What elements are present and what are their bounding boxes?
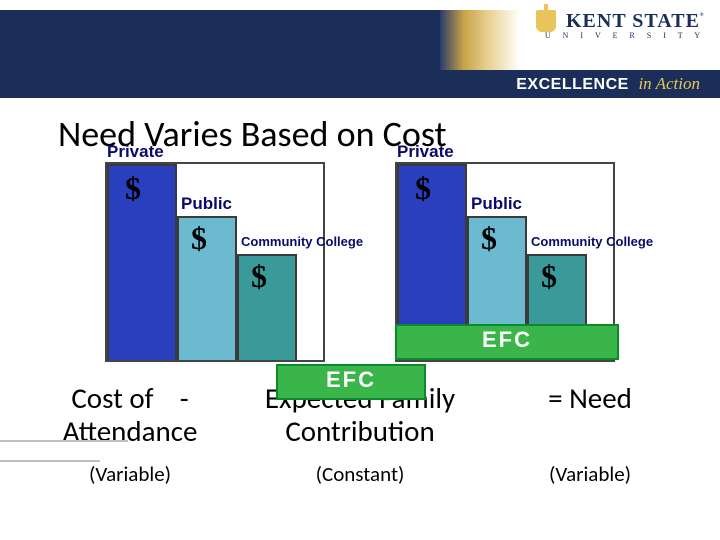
dollar-icon: $ — [191, 220, 207, 257]
side-rule-1 — [0, 440, 128, 442]
bar-label: Private — [397, 142, 454, 162]
dollar-icon: $ — [541, 258, 557, 295]
formula-col-cost: Cost of - Attendance (Variable) — [30, 382, 230, 487]
formula-need-line1: = Need — [490, 382, 690, 415]
bar — [177, 216, 237, 360]
bar — [237, 254, 297, 360]
chart-left-wrap: Private$Public$Community College$ — [105, 162, 325, 362]
tagline-bold: EXCELLENCE — [516, 76, 629, 93]
bar-label: Public — [471, 194, 522, 214]
logo-main-text: KENT STATE — [566, 10, 700, 33]
formula-need-sub: (Variable) — [490, 461, 690, 487]
logo-block: KENT STATE® U N I V E R S I T Y — [536, 10, 705, 40]
formula-efc-sub: (Constant) — [230, 461, 490, 487]
dollar-icon: $ — [251, 258, 267, 295]
efc-box: EFC — [395, 324, 619, 360]
chart-right-wrap: Private$Public$Community College$EFC — [395, 162, 615, 362]
bar-label: Public — [181, 194, 232, 214]
dollar-icon: $ — [415, 170, 431, 207]
chart-left: Private$Public$Community College$ — [105, 162, 325, 362]
formula-cost-sub: (Variable) — [30, 461, 230, 487]
charts-row: Private$Public$Community College$ Privat… — [0, 162, 720, 362]
bar-label: Community College — [241, 234, 363, 249]
formula-cost-line2: Attendance — [30, 415, 230, 448]
bar-label: Private — [107, 142, 164, 162]
header-gradient — [440, 10, 520, 70]
dollar-icon: $ — [125, 170, 141, 207]
bar — [107, 164, 177, 360]
side-rule-2 — [0, 460, 100, 462]
tagline-italic: in Action — [638, 74, 700, 93]
efc-center-box: EFC — [276, 364, 426, 400]
formula-efc-line2: Contribution — [230, 415, 490, 448]
chart-right: Private$Public$Community College$EFC — [395, 162, 615, 362]
formula-cost-line1: Cost of - — [30, 382, 230, 415]
bar-label: Community College — [531, 234, 653, 249]
header: KENT STATE® U N I V E R S I T Y EXCELLEN… — [0, 0, 720, 104]
lamp-icon — [536, 10, 556, 32]
dollar-icon: $ — [481, 220, 497, 257]
formula-col-need: = Need . (Variable) — [490, 382, 690, 487]
logo-sub-text: U N I V E R S I T Y — [536, 31, 705, 40]
tagline-bar: EXCELLENCE in Action — [0, 70, 720, 98]
header-navy-bar — [0, 10, 440, 70]
